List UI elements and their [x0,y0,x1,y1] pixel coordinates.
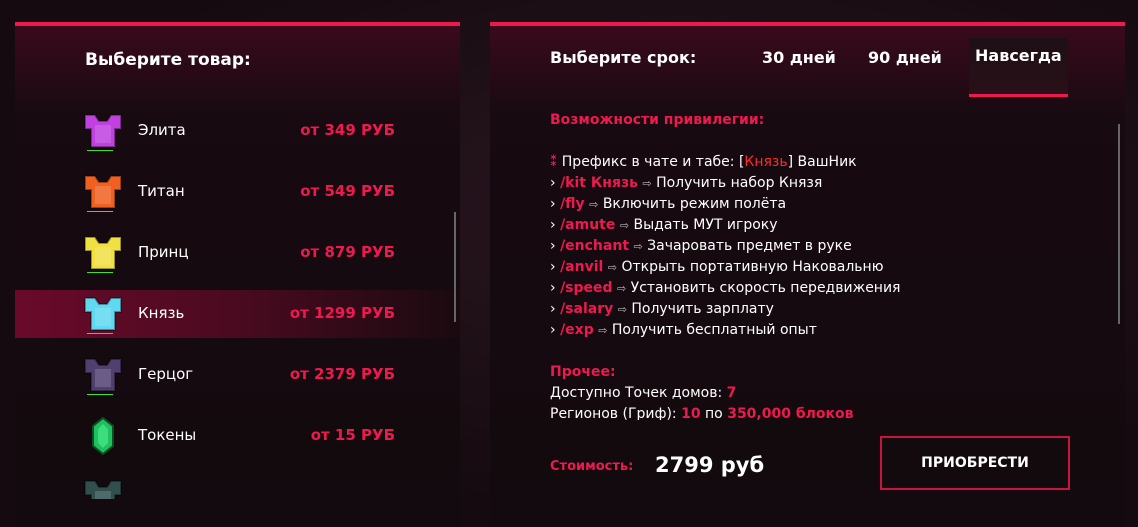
command-item: › /enchant ⇨ Зачаровать предмет в руке [550,236,1110,257]
emerald-icon [92,416,114,456]
command-item: › /fly ⇨ Включить режим полёта [550,194,1110,215]
command-desc: Включить режим полёта [602,196,787,212]
product-price: от 2379 РУБ [289,365,395,383]
product-item[interactable]: Принц от 879 РУБ [15,229,460,277]
prefix-rank: Князь [744,154,788,170]
command-item: › /salary ⇨ Получить зарплату [550,299,1110,320]
product-item[interactable]: Князь от 1299 РУБ [15,290,460,338]
command-name: /salary [560,301,614,317]
product-list-scrollbar[interactable] [454,212,456,322]
regions-size: 350,000 блоков [727,406,854,420]
chevron-right-icon: › [550,322,556,338]
command-item: › /exp ⇨ Получить бесплатный опыт [550,320,1110,341]
command-item: › /speed ⇨ Установить скорость передвиже… [550,278,1110,299]
product-item[interactable] [15,473,460,499]
product-name: Токены [138,426,197,444]
cost-label: Стоимость: [550,459,634,474]
homes-value: 7 [726,385,737,401]
command-desc: Выдать МУТ игроку [633,217,778,233]
command-name: /amute [560,217,616,233]
chestplate-icon [84,297,122,334]
command-name: /anvil [560,259,604,275]
product-panel: Выберите товар: Элита от 349 РУБ Титан от 5… [15,22,460,527]
arrow-right-icon: ⇨ [642,177,652,190]
features-title: Возможности привилегии: [550,112,765,128]
tab-90-days[interactable]: 90 дней [868,48,942,67]
command-name: /speed [560,280,613,296]
product-panel-title: Выберите товар: [85,50,251,70]
command-desc: Зачаровать предмет в руке [647,238,852,254]
chevron-right-icon: › [550,196,556,212]
chevron-right-icon: › [550,259,556,275]
prefix-icon: ⁑ [550,154,558,170]
product-name: Князь [138,304,185,322]
chestplate-icon [84,114,122,151]
product-item[interactable]: Герцог от 2379 РУБ [15,351,460,399]
buy-button[interactable]: ПРИОБРЕСТИ [880,436,1070,490]
product-item[interactable] [15,92,460,94]
product-price: от 15 РУБ [310,426,395,444]
regions-label: Регионов (Гриф): [550,406,682,420]
command-list: › /kit Князь ⇨ Получить набор Князя › /fl… [550,173,1110,341]
other-title: Прочее: [550,364,616,380]
case-icon [84,480,122,499]
regions-count: 10 [681,406,701,420]
command-name: /kit Князь [560,175,638,191]
product-price: от 879 РУБ [300,243,395,261]
chevron-right-icon: › [550,280,556,296]
command-name: /enchant [560,238,630,254]
product-list: Элита от 349 РУБ Титан от 549 РУБ Принц от 87… [15,92,460,499]
privilege-features: Возможности привилегии: ⁑ Префикс в чате… [550,110,1110,420]
arrow-right-icon: ⇨ [617,303,627,316]
command-desc: Открыть портативную Наковальню [621,259,884,275]
command-name: /fly [560,196,585,212]
command-item: › /kit Князь ⇨ Получить набор Князя [550,173,1110,194]
arrow-right-icon: ⇨ [633,240,643,253]
chevron-right-icon: › [550,238,556,254]
arrow-right-icon: ⇨ [598,324,608,337]
product-item[interactable]: Элита от 349 РУБ [15,107,460,155]
chevron-right-icon: › [550,175,556,191]
command-desc: Получить набор Князя [656,175,823,191]
command-desc: Установить скорость передвижения [630,280,901,296]
tab-forever[interactable]: Навсегда [969,38,1068,97]
command-desc: Получить зарплату [631,301,774,317]
details-panel: Выберите срок: 30 дней 90 дней Навсегда … [490,22,1125,527]
cost-value: 2799 руб [655,453,765,477]
product-item[interactable]: Титан от 549 РУБ [15,168,460,216]
product-item[interactable]: Токены от 15 РУБ [15,412,460,460]
chestplate-icon [84,358,122,395]
prefix-label: Префикс в чате и табе: [ [561,154,745,170]
chestplate-icon [84,175,122,212]
product-name: Элита [138,121,186,139]
command-desc: Получить бесплатный опыт [611,322,817,338]
regions-mid: по [700,406,728,420]
product-price: от 349 РУБ [300,121,395,139]
command-item: › /anvil ⇨ Открыть портативную Наковальн… [550,257,1110,278]
arrow-right-icon: ⇨ [589,198,599,211]
prefix-suffix: ] ВашНик [787,154,857,170]
period-label: Выберите срок: [550,48,697,67]
tab-30-days[interactable]: 30 дней [762,48,836,67]
arrow-right-icon: ⇨ [607,261,617,274]
arrow-right-icon: ⇨ [617,282,627,295]
chevron-right-icon: › [550,217,556,233]
command-item: › /amute ⇨ Выдать МУТ игроку [550,215,1110,236]
homes-line: Доступно Точек домов: 7 [550,383,1110,404]
product-name: Принц [138,243,189,261]
features-scrollbar[interactable] [1118,124,1120,324]
regions-line: Регионов (Гриф): 10 по 350,000 блоков [550,404,1110,420]
arrow-right-icon: ⇨ [619,219,630,232]
product-name: Герцог [138,365,194,383]
product-name: Титан [138,182,185,200]
prefix-line: ⁑ Префикс в чате и табе: [Князь] ВашНик [550,152,1110,173]
chevron-right-icon: › [550,301,556,317]
command-name: /exp [560,322,594,338]
product-price: от 1299 РУБ [289,304,395,322]
chestplate-icon [84,236,122,273]
homes-label: Доступно Точек домов: [550,385,727,401]
product-price: от 549 РУБ [300,182,395,200]
